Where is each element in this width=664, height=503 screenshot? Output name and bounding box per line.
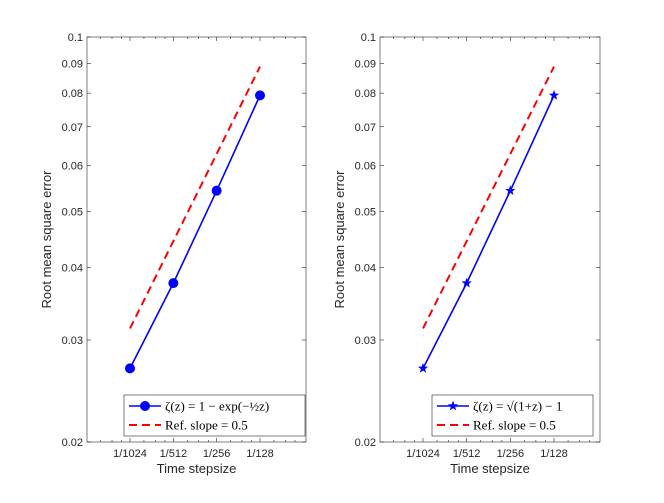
y-tick-label: 0.02 — [62, 437, 83, 449]
y-axis-label: Root mean square error — [39, 170, 54, 309]
x-tick-label: 1/512 — [453, 448, 481, 460]
x-axis-label: Time stepsize — [450, 461, 530, 476]
data-point — [125, 363, 135, 374]
y-tick-label: 0.05 — [62, 206, 83, 218]
legend-box — [123, 394, 306, 437]
y-tick-label: 0.1 — [361, 32, 376, 44]
x-tick-label: 1/256 — [497, 448, 525, 460]
legend-marker — [447, 400, 459, 411]
y-tick-label: 0.06 — [355, 161, 376, 173]
chart-panel-2: 0.02 0.03 0.04 0.05 0.06 0.07 0.08 0.09 0.1 1/102… — [332, 32, 601, 476]
reference-slope-line — [129, 66, 261, 329]
legend-box — [431, 394, 594, 437]
legend: ζ(z) = √(1+z) − 1 Ref. slope = 0.5 — [431, 394, 594, 437]
legend-entry: Ref. slope = 0.5 — [165, 418, 248, 433]
y-tick-label: 0.03 — [355, 335, 376, 347]
legend-marker — [140, 401, 150, 411]
error-series-line — [129, 95, 261, 369]
data-point — [255, 90, 265, 101]
y-tick-label: 0.06 — [62, 161, 83, 173]
data-point — [461, 277, 472, 288]
chart-panel-1: 0.02 0.03 0.04 0.05 0.06 0.07 0.08 0.09 0.1 1/102… — [39, 32, 307, 476]
legend-entry: ζ(z) = √(1+z) − 1 — [473, 399, 562, 414]
data-point — [548, 90, 560, 100]
data-point — [505, 185, 516, 195]
x-tick-label: 1/256 — [203, 448, 231, 460]
x-tick-label: 1/512 — [160, 448, 188, 460]
y-tick-label: 0.05 — [355, 206, 376, 218]
y-tick-label: 0.02 — [355, 437, 376, 449]
y-axis-label: Root mean square error — [332, 170, 347, 309]
y-tick-label: 0.09 — [355, 59, 376, 71]
legend-entry: ζ(z) = 1 − exp(−½z) — [165, 399, 269, 414]
error-series-line — [422, 95, 555, 369]
y-tick-label: 0.08 — [355, 88, 376, 100]
data-point — [417, 362, 429, 373]
legend: ζ(z) = 1 − exp(−½z) Ref. slope = 0.5 — [123, 394, 306, 437]
legend-entry: Ref. slope = 0.5 — [473, 418, 556, 433]
x-tick-label: 1/1024 — [406, 448, 440, 460]
plot-area — [379, 36, 601, 443]
y-tick-label: 0.07 — [62, 122, 83, 134]
y-tick-label: 0.07 — [355, 122, 376, 134]
x-tick-label: 1/128 — [246, 448, 274, 460]
y-tick-label: 0.08 — [62, 88, 83, 100]
x-axis-label: Time stepsize — [157, 461, 237, 476]
plot-area — [86, 36, 307, 443]
y-tick-label: 0.04 — [62, 263, 83, 275]
y-tick-label: 0.04 — [355, 263, 376, 275]
x-tick-label: 1/1024 — [113, 448, 147, 460]
y-tick-label: 0.03 — [62, 335, 83, 347]
data-point — [168, 278, 179, 289]
x-tick-label: 1/128 — [540, 448, 568, 460]
data-point — [211, 185, 222, 196]
reference-slope-line — [422, 66, 555, 329]
y-tick-label: 0.09 — [62, 59, 83, 71]
y-tick-label: 0.1 — [68, 32, 83, 44]
